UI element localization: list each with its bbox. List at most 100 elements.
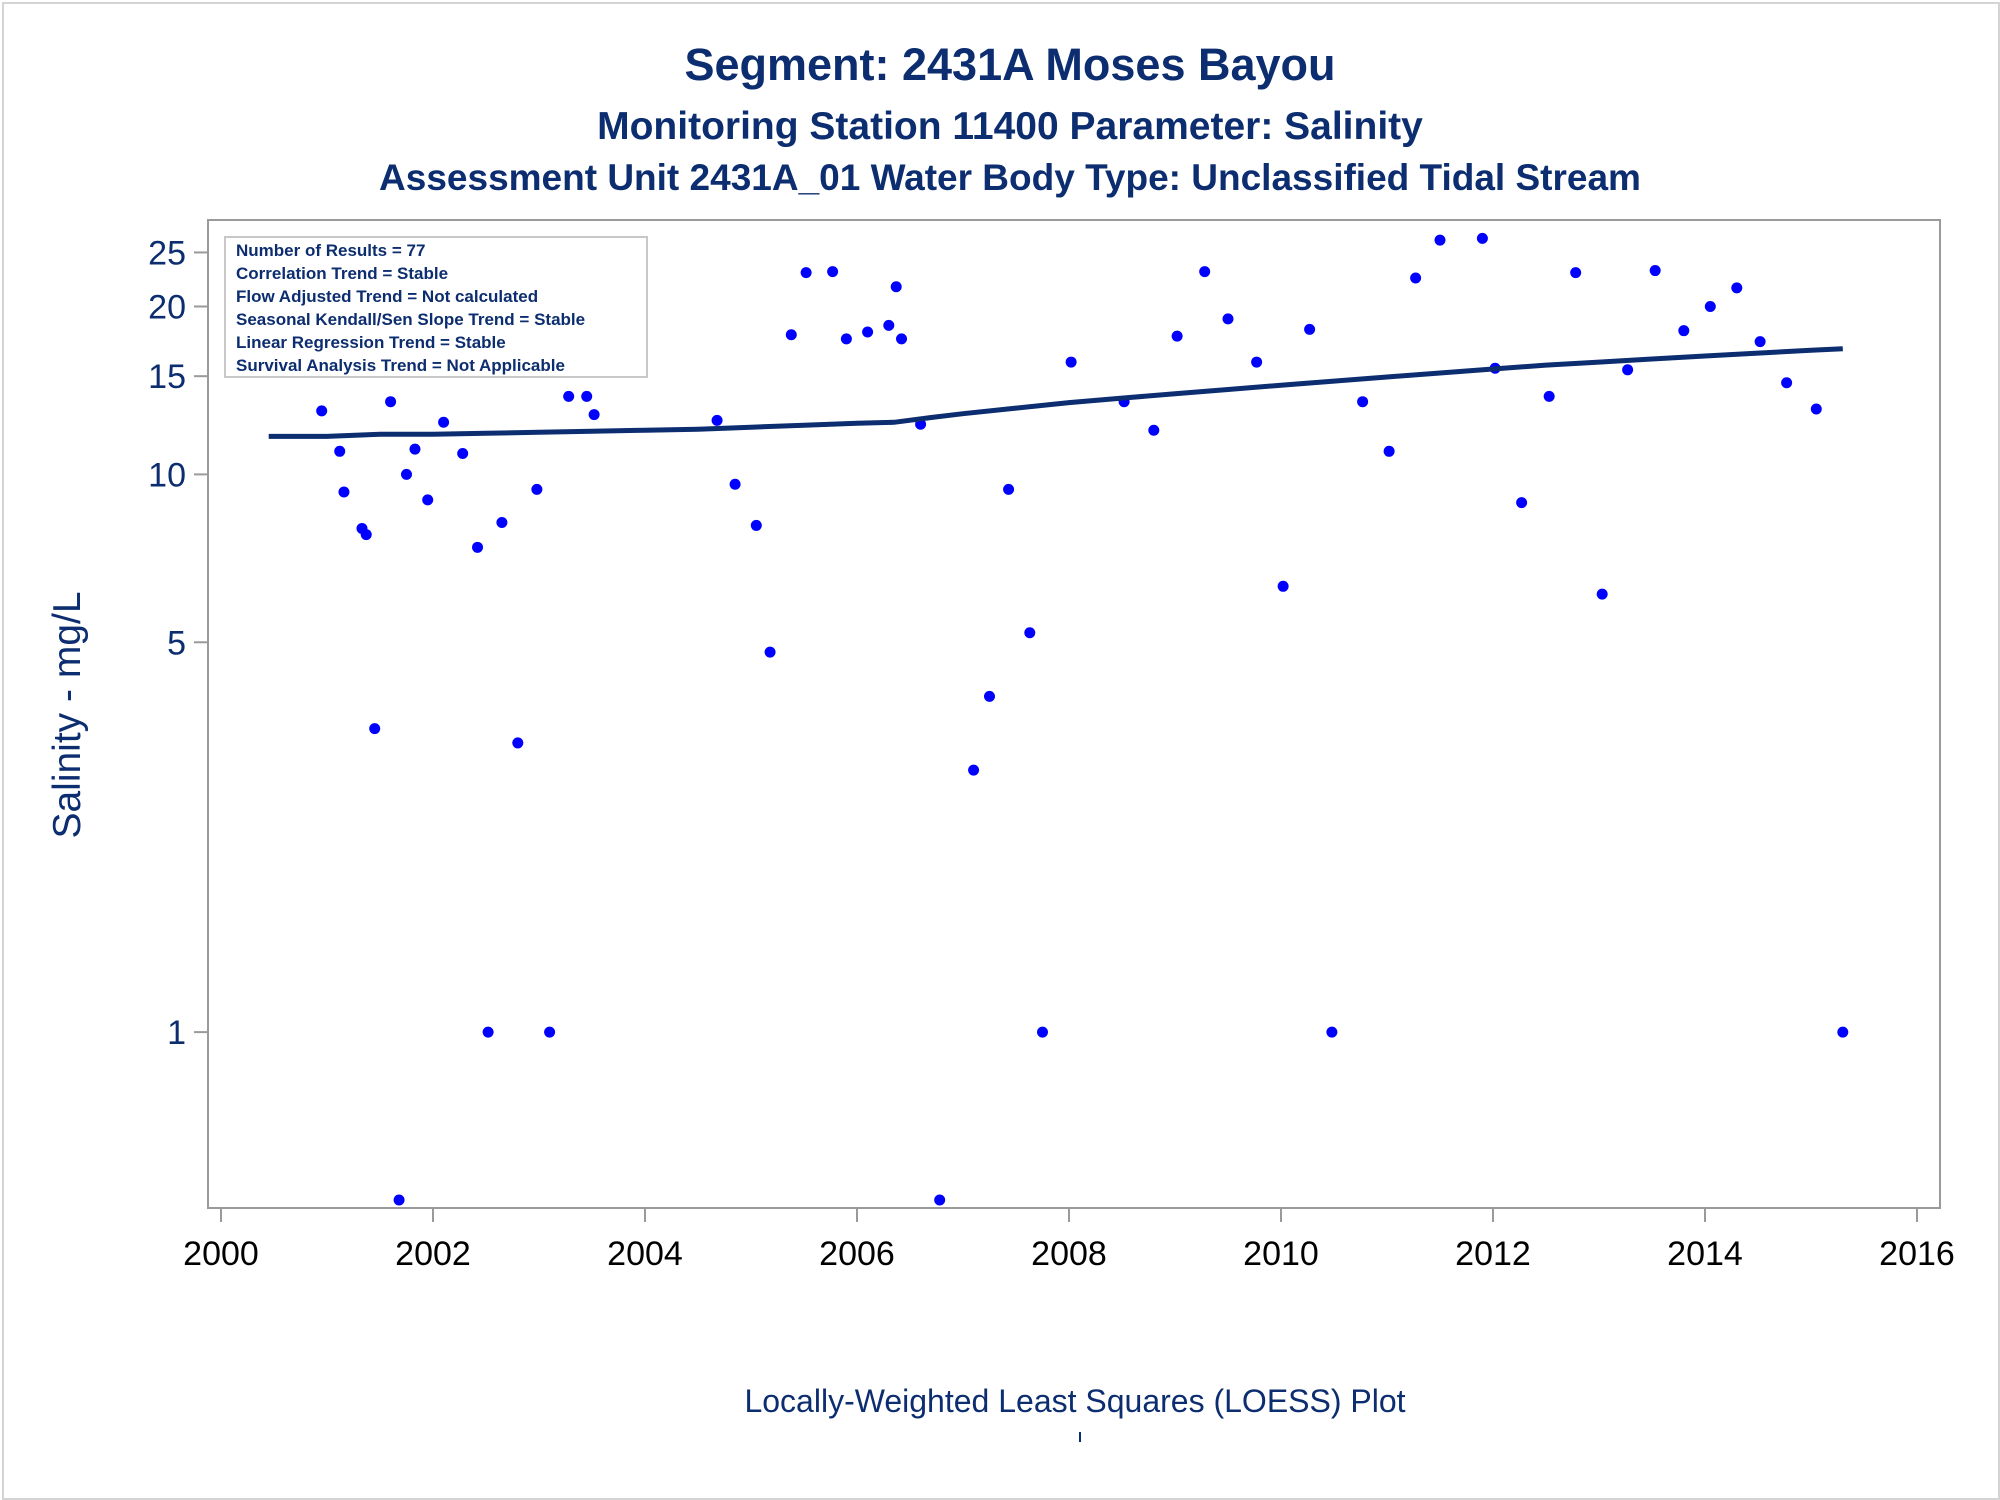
data-point — [338, 486, 350, 498]
x-axis: 2000 2002 2004 2006 2008 2010 2012 2014 2016 — [183, 1208, 1955, 1273]
data-point — [1148, 424, 1160, 436]
x-tick-label: 2012 — [1455, 1235, 1531, 1273]
data-point — [1383, 445, 1395, 457]
data-point — [1543, 390, 1555, 402]
stats-line: Number of Results = 77 — [236, 241, 425, 260]
y-tick-label: 1 — [167, 1014, 186, 1052]
data-point — [563, 390, 575, 402]
data-point — [1649, 265, 1661, 277]
data-point — [581, 390, 593, 402]
data-point — [1570, 267, 1582, 279]
y-axis-label: Salinity - mg/L — [46, 591, 89, 838]
data-point — [1596, 588, 1608, 600]
data-point — [1251, 356, 1263, 368]
data-point — [544, 1026, 556, 1038]
data-point — [334, 445, 346, 457]
data-point — [1476, 232, 1488, 244]
data-point — [1326, 1026, 1338, 1038]
x-tick-label: 2006 — [819, 1235, 895, 1273]
data-point — [1222, 313, 1234, 325]
data-point — [1837, 1026, 1849, 1038]
data-point — [1171, 330, 1183, 342]
data-point — [711, 414, 723, 426]
x-tick-label: 2002 — [395, 1235, 471, 1273]
data-point — [729, 478, 741, 490]
data-point — [1754, 336, 1766, 348]
y-tick-label: 15 — [148, 358, 186, 396]
stats-line: Linear Regression Trend = Stable — [236, 333, 506, 352]
data-point — [496, 516, 508, 528]
data-point — [1065, 356, 1077, 368]
data-point — [438, 416, 450, 428]
data-point — [764, 646, 776, 658]
y-tick-label: 5 — [167, 624, 186, 662]
data-point — [1781, 377, 1793, 389]
x-tick-label: 2016 — [1879, 1235, 1955, 1273]
data-point — [1810, 403, 1822, 415]
data-point — [385, 396, 397, 408]
stats-legend-box: Number of Results = 77 Correlation Trend… — [224, 236, 648, 378]
data-point — [1731, 282, 1743, 294]
stats-line: Correlation Trend = Stable — [236, 264, 448, 283]
data-point — [360, 529, 372, 541]
y-tick-label: 25 — [148, 234, 186, 272]
chart-subtitle-2: Assessment Unit 2431A_01 Water Body Type… — [379, 157, 1641, 198]
data-point — [827, 266, 839, 278]
data-point — [316, 405, 328, 417]
data-point — [409, 443, 421, 455]
data-point — [968, 764, 980, 776]
data-point — [750, 519, 762, 531]
data-points — [263, 232, 1849, 1206]
data-point — [1516, 497, 1528, 509]
data-point — [1024, 627, 1036, 639]
data-point — [588, 409, 600, 421]
data-point — [393, 1194, 405, 1206]
data-point — [472, 541, 484, 553]
x-tick-label: 2014 — [1667, 1235, 1743, 1273]
data-point — [531, 483, 543, 495]
data-point — [482, 1026, 494, 1038]
y-tick-label: 10 — [148, 456, 186, 494]
data-point — [1199, 266, 1211, 278]
stats-line: Flow Adjusted Trend = Not calculated — [236, 287, 538, 306]
data-point — [862, 326, 874, 338]
data-point — [984, 690, 995, 702]
plot-area — [207, 219, 1941, 1209]
stats-line: Seasonal Kendall/Sen Slope Trend = Stabl… — [236, 310, 585, 329]
data-point — [1277, 580, 1289, 592]
data-point — [883, 319, 895, 331]
data-point — [1003, 483, 1015, 495]
data-point — [422, 494, 434, 506]
data-point — [934, 1194, 946, 1206]
x-tick-label: 2008 — [1031, 1235, 1107, 1273]
stats-box-border — [224, 236, 648, 378]
data-point — [1434, 234, 1446, 246]
data-point — [1410, 272, 1422, 284]
data-point — [800, 267, 812, 279]
data-point — [401, 468, 412, 480]
data-point — [890, 281, 902, 293]
plot-footnote: Locally-Weighted Least Squares (LOESS) P… — [744, 1383, 1405, 1419]
data-point — [1704, 300, 1716, 312]
chart-subtitle: Monitoring Station 11400 Parameter: Sali… — [597, 105, 1423, 148]
stats-line: Survival Analysis Trend = Not Applicable — [236, 356, 565, 375]
data-point — [1357, 396, 1369, 408]
data-point — [1037, 1026, 1048, 1038]
loess-trend-line — [268, 346, 1843, 439]
data-point — [785, 329, 797, 341]
y-tick-label: 20 — [148, 288, 186, 326]
data-point — [1622, 364, 1634, 376]
data-point — [1678, 325, 1690, 337]
data-point — [1304, 323, 1316, 335]
x-tick-label: 2010 — [1243, 1235, 1319, 1273]
data-point — [512, 737, 524, 749]
data-point — [457, 448, 469, 460]
data-point — [840, 333, 852, 345]
data-point — [369, 723, 381, 735]
data-point — [896, 333, 908, 345]
x-tick-label: 2004 — [607, 1235, 683, 1273]
chart-title: Segment: 2431A Moses Bayou — [684, 39, 1335, 90]
x-tick-label: 2000 — [183, 1235, 259, 1273]
